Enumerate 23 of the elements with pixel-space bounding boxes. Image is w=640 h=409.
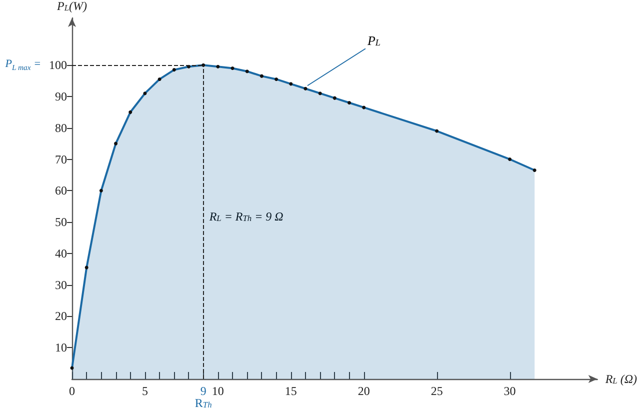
x-tick-label: 0 <box>69 384 75 398</box>
text: PL <box>366 33 380 48</box>
y-tick-label: 10 <box>55 340 67 355</box>
x-tick-label: 30 <box>504 384 516 398</box>
y-tick-label: 60 <box>55 184 67 198</box>
x-tick-label: 25 <box>430 384 443 398</box>
x-axis-title: RL (Ω) <box>604 372 638 386</box>
x-tick-label: 5 <box>142 384 148 398</box>
y-tick-label: 50 <box>55 215 67 230</box>
x-tick-label: 10 <box>212 384 224 398</box>
y-tick-label: 40 <box>55 246 67 260</box>
x-tick-label: 9 RTh <box>194 384 212 409</box>
x-tick-label: 15 <box>284 384 297 398</box>
y-tick-label: 70 <box>55 152 67 166</box>
text: P$_{L max}$ = <box>5 57 41 74</box>
x-tick-label: 20 <box>358 384 370 398</box>
y-tick-label: 100 <box>49 58 67 72</box>
y-tick-label: 90 <box>55 89 67 104</box>
y-tick-label: 80 <box>55 120 67 135</box>
y-tick-label: 20 <box>55 309 67 324</box>
y-tick-label: 30 <box>55 278 67 292</box>
y-axis-title: PL(W) <box>56 0 87 13</box>
annotation: RL = RTh = 9 Ω <box>208 210 284 224</box>
